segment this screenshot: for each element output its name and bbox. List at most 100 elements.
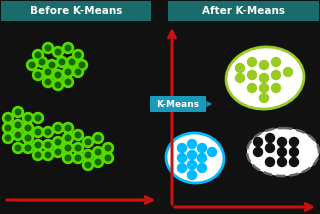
Circle shape [65, 135, 71, 141]
Circle shape [35, 129, 41, 135]
Ellipse shape [166, 133, 224, 183]
Circle shape [12, 129, 23, 141]
Circle shape [33, 49, 44, 61]
Circle shape [35, 142, 41, 148]
Circle shape [253, 138, 262, 147]
Circle shape [247, 83, 257, 92]
Circle shape [92, 156, 103, 168]
Circle shape [43, 150, 53, 160]
Circle shape [5, 125, 11, 131]
Circle shape [33, 126, 44, 138]
Circle shape [43, 126, 53, 138]
Circle shape [73, 129, 84, 141]
Circle shape [67, 56, 77, 67]
Circle shape [105, 145, 111, 151]
Circle shape [236, 73, 244, 83]
Circle shape [266, 144, 275, 153]
Circle shape [35, 72, 41, 78]
Circle shape [5, 115, 11, 121]
Circle shape [15, 109, 21, 115]
Circle shape [45, 129, 51, 135]
Circle shape [73, 67, 84, 77]
Circle shape [55, 72, 61, 78]
Text: After K-Means: After K-Means [202, 6, 284, 16]
Circle shape [52, 70, 63, 80]
Circle shape [35, 115, 41, 121]
Circle shape [62, 43, 74, 54]
Circle shape [55, 82, 61, 88]
Circle shape [52, 147, 63, 158]
Circle shape [45, 152, 51, 158]
Circle shape [102, 143, 114, 153]
Circle shape [33, 150, 44, 160]
Circle shape [22, 143, 34, 153]
Circle shape [27, 59, 37, 70]
Circle shape [188, 140, 196, 149]
Circle shape [284, 67, 292, 76]
Circle shape [290, 158, 299, 166]
Circle shape [75, 155, 81, 161]
Circle shape [277, 158, 286, 166]
Circle shape [290, 147, 299, 156]
Circle shape [65, 69, 71, 75]
Circle shape [25, 115, 31, 121]
Circle shape [83, 150, 93, 160]
Circle shape [62, 67, 74, 77]
Circle shape [75, 132, 81, 138]
FancyBboxPatch shape [168, 1, 319, 21]
Circle shape [266, 134, 275, 143]
Circle shape [271, 58, 281, 67]
Circle shape [95, 149, 101, 155]
Circle shape [45, 69, 51, 75]
Circle shape [75, 69, 81, 75]
Circle shape [73, 49, 84, 61]
Circle shape [83, 159, 93, 171]
Circle shape [271, 83, 281, 92]
Circle shape [62, 122, 74, 134]
Circle shape [65, 155, 71, 161]
Circle shape [65, 145, 71, 151]
Circle shape [12, 143, 23, 153]
Circle shape [43, 76, 53, 88]
Circle shape [102, 153, 114, 163]
Circle shape [33, 70, 44, 80]
Circle shape [43, 140, 53, 150]
Circle shape [197, 144, 206, 153]
Circle shape [83, 137, 93, 147]
Circle shape [55, 149, 61, 155]
Circle shape [55, 125, 61, 131]
Circle shape [95, 135, 101, 141]
Circle shape [79, 62, 85, 68]
Circle shape [247, 70, 257, 79]
Ellipse shape [247, 128, 319, 176]
Circle shape [85, 152, 91, 158]
Circle shape [62, 153, 74, 163]
Text: K-Means: K-Means [156, 100, 200, 108]
Circle shape [25, 145, 31, 151]
Circle shape [3, 132, 13, 144]
Circle shape [260, 83, 268, 92]
Circle shape [45, 142, 51, 148]
Circle shape [69, 59, 75, 65]
Circle shape [35, 52, 41, 58]
Circle shape [52, 122, 63, 134]
Ellipse shape [226, 47, 304, 109]
Circle shape [178, 153, 187, 162]
Circle shape [12, 119, 23, 131]
Circle shape [33, 140, 44, 150]
Circle shape [197, 153, 206, 162]
Circle shape [22, 122, 34, 134]
Circle shape [45, 45, 51, 51]
Circle shape [46, 59, 58, 70]
Circle shape [29, 62, 35, 68]
Circle shape [260, 94, 268, 103]
Circle shape [52, 46, 63, 58]
Circle shape [253, 147, 262, 156]
Text: Before K-Means: Before K-Means [30, 6, 122, 16]
Circle shape [33, 113, 44, 123]
Circle shape [12, 107, 23, 117]
Circle shape [65, 45, 71, 51]
Circle shape [62, 132, 74, 144]
Circle shape [271, 70, 281, 79]
Circle shape [52, 137, 63, 147]
